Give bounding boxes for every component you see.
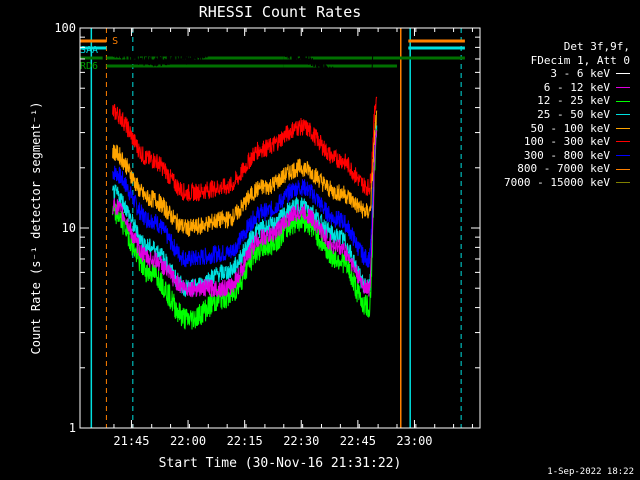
legend-item: 300 - 800 keV [504, 149, 630, 163]
legend: Det 3f,9f, FDecim 1, Att 0 3 - 6 keV 6 - 1… [504, 40, 630, 190]
legend-label: 6 - 12 keV [543, 80, 610, 94]
legend-swatch [616, 114, 630, 116]
x-tick-label: 23:00 [396, 434, 432, 448]
legend-item: 6 - 12 keV [504, 81, 630, 95]
x-tick-label: 22:45 [340, 434, 376, 448]
y-axis-label: Count Rate (s⁻¹ detector segment⁻¹) [29, 102, 43, 355]
series-layer [112, 31, 378, 330]
x-tick-label: 22:00 [170, 434, 206, 448]
legend-item: 12 - 25 keV [504, 94, 630, 108]
render-timestamp: 1-Sep-2022 18:22 [547, 467, 634, 477]
x-tick-label: 22:15 [227, 434, 263, 448]
axes: 21:45 22:00 22:15 22:30 22:45 23:00 1 10 100 [54, 21, 481, 448]
legend-swatch [616, 73, 630, 75]
series-line-0 [112, 31, 377, 85]
legend-label: 50 - 100 keV [530, 121, 610, 135]
series-line-1 [112, 130, 378, 298]
legend-item: 50 - 100 keV [504, 122, 630, 136]
x-tick-label: 22:30 [283, 434, 319, 448]
annotation-rd6: RD6 [80, 61, 98, 72]
legend-swatch [616, 155, 630, 157]
y-tick-label: 1 [69, 421, 76, 435]
legend-label: 7000 - 15000 keV [504, 175, 610, 189]
legend-label: 25 - 50 keV [537, 107, 610, 121]
legend-label: 3 - 6 keV [550, 67, 610, 81]
legend-header-line: Det 3f,9f, [563, 40, 630, 53]
y-tick-label: 100 [54, 21, 76, 35]
legend-label: 100 - 300 keV [523, 135, 610, 149]
series-line-4 [112, 110, 378, 237]
series-line-2 [112, 129, 378, 330]
legend-item: 7000 - 15000 keV [504, 176, 630, 190]
series-line-6 [112, 121, 378, 268]
series-line-5 [112, 96, 378, 202]
legend-item: 25 - 50 keV [504, 108, 630, 122]
legend-label: 800 - 7000 keV [517, 162, 610, 176]
legend-swatch [616, 100, 630, 102]
legend-swatch [616, 168, 630, 170]
x-axis-label: Start Time (30-Nov-16 21:31:22) [159, 456, 402, 471]
annotation-s: S [112, 36, 118, 47]
legend-swatch [616, 182, 630, 184]
chart-title: RHESSI Count Rates [199, 3, 362, 21]
legend-header-line: FDecim 1, Att 0 [530, 53, 630, 67]
legend-label: 12 - 25 keV [537, 94, 610, 108]
legend-label: 300 - 800 keV [523, 148, 610, 162]
x-tick-label: 21:45 [113, 434, 149, 448]
legend-swatch [616, 87, 630, 89]
legend-swatch [616, 127, 630, 129]
legend-item: 100 - 300 keV [504, 135, 630, 149]
legend-item: 800 - 7000 keV [504, 162, 630, 176]
annotation-saa: SAA [80, 45, 98, 56]
series-line-3 [112, 125, 378, 298]
legend-swatch [616, 141, 630, 143]
legend-item: 3 - 6 keV [504, 67, 630, 81]
y-tick-label: 10 [62, 221, 76, 235]
